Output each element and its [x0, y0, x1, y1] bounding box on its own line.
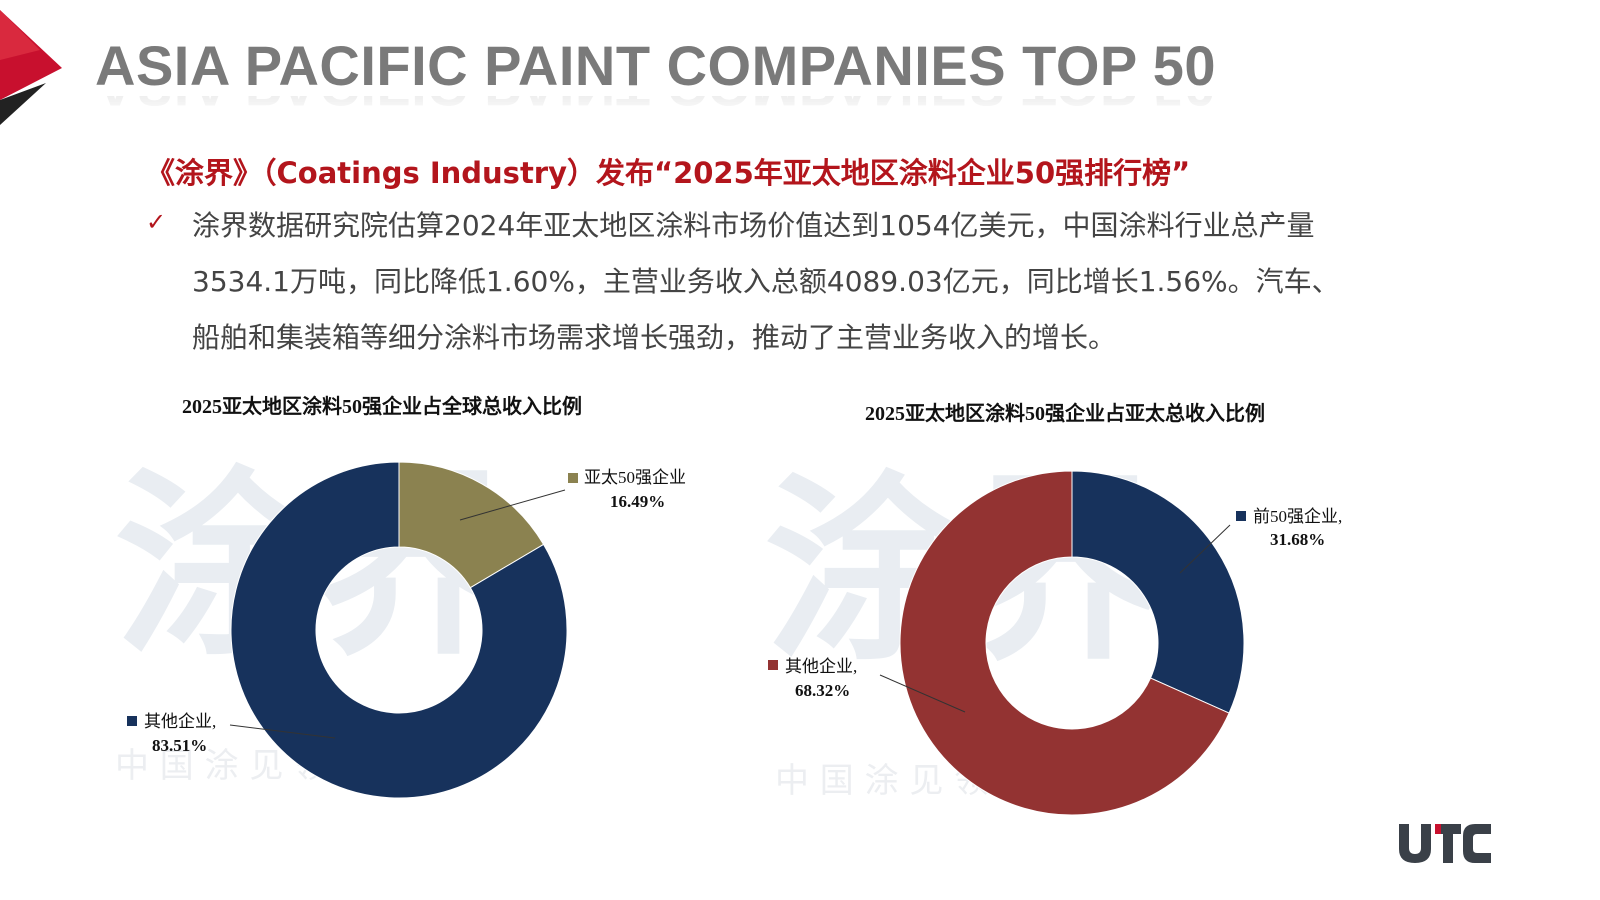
slice-label: 前50强企业,: [1253, 507, 1342, 526]
donut-slice: [398, 461, 545, 589]
legend-swatch: [768, 660, 778, 670]
donut-slice: [230, 461, 568, 799]
donut-slice: [1071, 470, 1245, 714]
leader-line: [879, 674, 966, 713]
check-icon: ✓: [146, 208, 167, 236]
slice-label: 亚太50强企业: [584, 468, 686, 487]
donut-chart-global: 涂界 中 国 涂 见 领 袖 2025亚太地区涂料50强企业占全球总收入比例 亚…: [110, 385, 730, 835]
page-header: ASIA PACIFIC PAINT COMPANIES TOP 50 ASIA…: [95, 34, 1216, 118]
chart-title: 2025亚太地区涂料50强企业占亚太总收入比例: [865, 401, 1265, 425]
donut-chart-asia-pacific-svg: 涂界 中 国 涂 见 领 袖 2025亚太地区涂料50强企业占亚太总收入比例 前…: [765, 401, 1342, 816]
leader-line: [459, 489, 566, 521]
donut-chart-asia-pacific: 涂界 中 国 涂 见 领 袖 2025亚太地区涂料50强企业占亚太总收入比例 前…: [760, 390, 1400, 840]
corner-arrow-icon: [0, 10, 62, 125]
slice-value: 68.32%: [795, 681, 850, 700]
paragraph-line: 船舶和集装箱等细分涂料市场需求增长强劲，推动了主营业务收入的增长。: [192, 321, 1117, 354]
headline: 《涂界》（Coatings Industry）发布“2025年亚太地区涂料企业5…: [146, 156, 1191, 190]
chart-title: 2025亚太地区涂料50强企业占全球总收入比例: [182, 394, 582, 418]
slice-label: 其他企业,: [785, 657, 857, 676]
donut-chart-global-svg: 涂界 中 国 涂 见 领 袖 2025亚太地区涂料50强企业占全球总收入比例 亚…: [115, 394, 686, 799]
legend-swatch: [127, 716, 137, 726]
utc-logo: [1399, 824, 1491, 863]
legend-swatch: [568, 473, 578, 483]
page-title: ASIA PACIFIC PAINT COMPANIES TOP 50: [95, 34, 1217, 97]
donut-slice: [899, 470, 1230, 816]
bullet-paragraph: 涂界数据研究院估算2024年亚太地区涂料市场价值达到1054亿美元，中国涂料行业…: [192, 198, 1432, 366]
leader-line: [1179, 524, 1231, 574]
slice-value: 31.68%: [1270, 530, 1325, 549]
slice-value: 16.49%: [610, 492, 665, 511]
slice-label: 其他企业,: [144, 712, 216, 731]
legend-swatch: [1236, 511, 1246, 521]
paragraph-line: 涂界数据研究院估算2024年亚太地区涂料市场价值达到1054亿美元，中国涂料行业…: [192, 209, 1315, 242]
paragraph-line: 3534.1万吨，同比降低1.60%，主营业务收入总额4089.03亿元，同比增…: [192, 265, 1340, 298]
page-title-reflection: ASIA PACIFIC PAINT COMPANIES TOP 50: [95, 96, 1216, 118]
slice-value: 83.51%: [152, 736, 207, 755]
leader-line: [229, 724, 336, 739]
